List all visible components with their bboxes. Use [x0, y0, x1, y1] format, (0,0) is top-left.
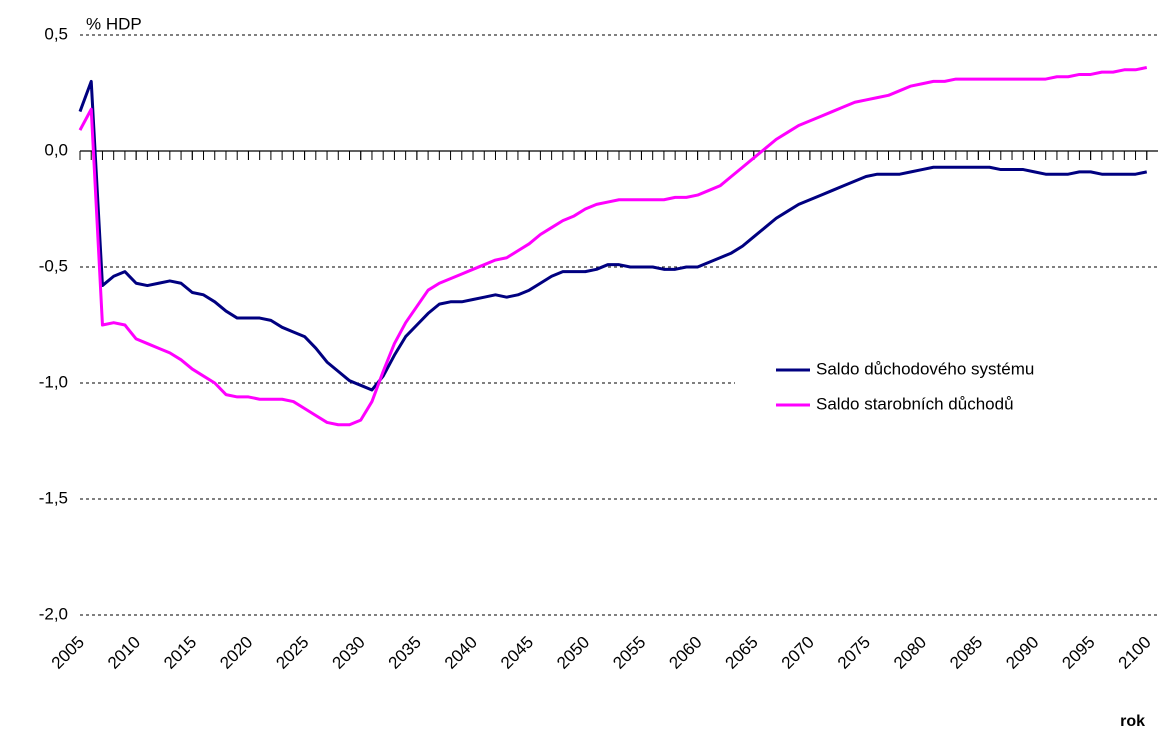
x-tick-label: 2075 [834, 633, 874, 673]
x-tick-label: 2060 [665, 633, 705, 673]
x-tick-label: 2040 [441, 633, 481, 673]
x-tick-label: 2050 [553, 633, 593, 673]
x-tick-label: 2100 [1115, 633, 1155, 673]
x-tick-label: 2065 [722, 633, 762, 673]
x-tick-label: 2070 [778, 633, 818, 673]
y-axis-label: % HDP [86, 14, 142, 33]
y-tick-label: 0,5 [44, 24, 68, 43]
x-tick-label: 2005 [48, 633, 88, 673]
y-tick-label: -1,0 [39, 372, 68, 391]
x-tick-label: 2010 [104, 633, 144, 673]
x-tick-label: 2055 [609, 633, 649, 673]
y-tick-label: -0,5 [39, 256, 68, 275]
x-tick-label: 2085 [946, 633, 986, 673]
x-tick-label: 2030 [329, 633, 369, 673]
x-tick-label: 2080 [890, 633, 930, 673]
x-tick-label: 2015 [160, 633, 200, 673]
x-axis-label: rok [1120, 713, 1145, 730]
series-line [78, 79, 1148, 392]
y-tick-label: -2,0 [39, 604, 68, 623]
x-tick-label: 2090 [1002, 633, 1042, 673]
series-line [78, 66, 1148, 427]
y-tick-label: 0,0 [44, 140, 68, 159]
x-tick-label: 2095 [1058, 633, 1098, 673]
legend-box [735, 352, 1158, 424]
x-tick-label: 2025 [272, 633, 312, 673]
legend-label: Saldo starobních důchodů [816, 394, 1014, 413]
x-tick-label: 2045 [497, 633, 537, 673]
legend-label: Saldo důchodového systému [816, 359, 1034, 378]
x-tick-label: 2035 [385, 633, 425, 673]
x-tick-label: 2020 [216, 633, 256, 673]
y-tick-label: -1,5 [39, 488, 68, 507]
